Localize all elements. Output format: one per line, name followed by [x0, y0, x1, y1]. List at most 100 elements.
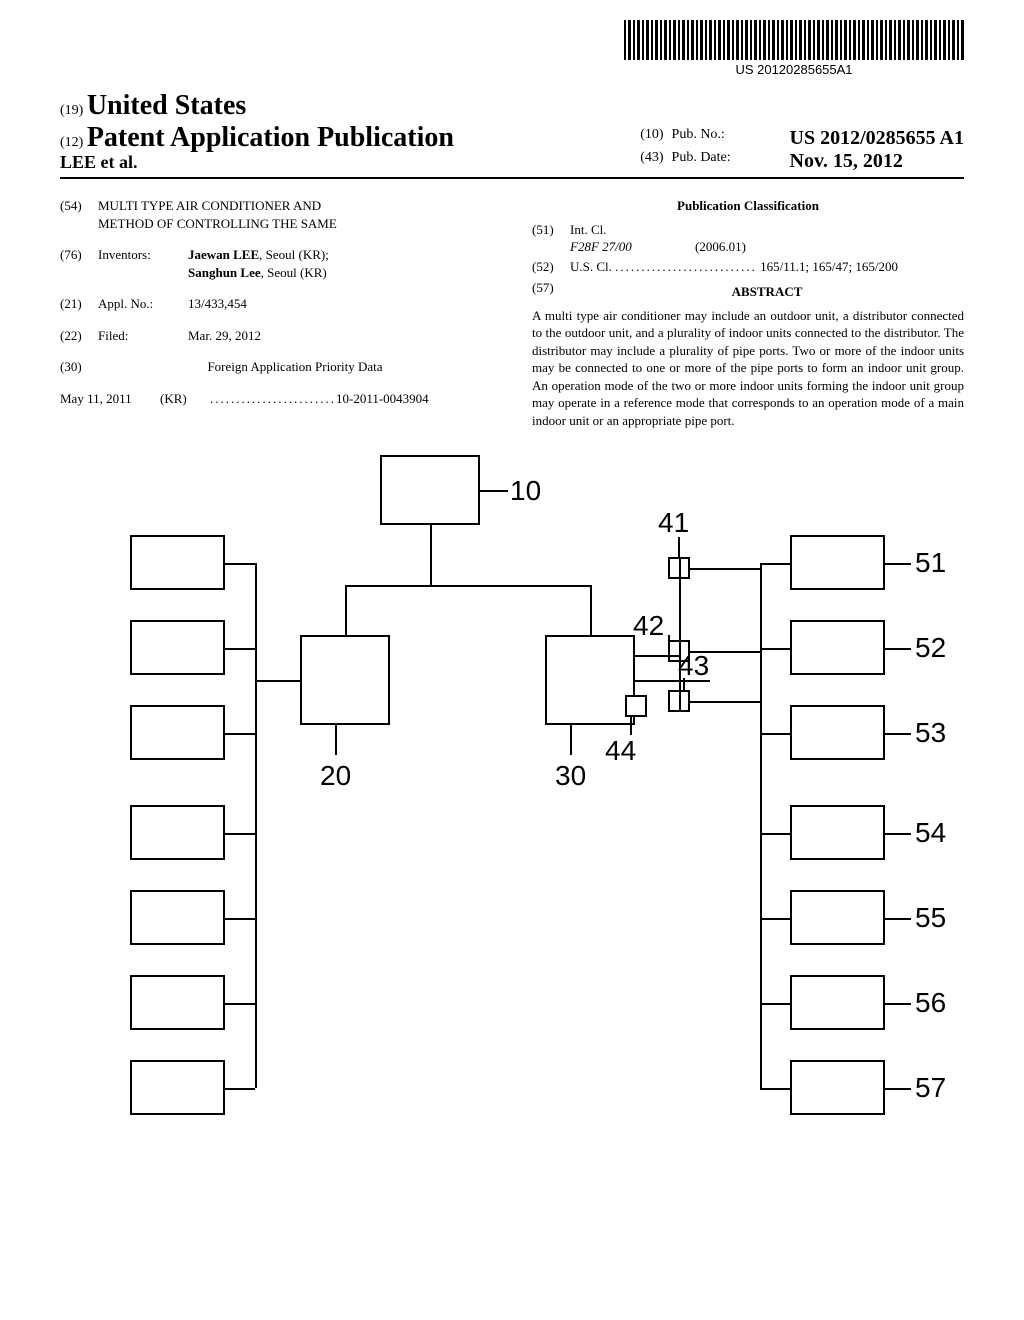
label-30: 30: [555, 760, 586, 792]
field-52: (52) U.S. Cl. ..........................…: [532, 258, 964, 276]
line-busR-v: [760, 563, 762, 1088]
filed-value: Mar. 29, 2012: [188, 327, 492, 345]
pubdate-label: Pub. Date:: [672, 150, 782, 173]
leader-10: [480, 490, 508, 492]
code-52: (52): [532, 258, 570, 276]
line-left-unit-4: [225, 918, 255, 920]
intcl-year: (2006.01): [695, 239, 746, 254]
right-unit-4: [790, 890, 885, 945]
pubdate: Nov. 15, 2012: [790, 150, 903, 173]
inventor-1: Jaewan LEE, Seoul (KR);: [188, 246, 492, 264]
label-20: 20: [320, 760, 351, 792]
code-54: (54): [60, 197, 98, 232]
code-51: (51): [532, 221, 570, 256]
code-19: (19): [60, 103, 83, 118]
right-unit-3: [790, 805, 885, 860]
line-right-unit-5: [760, 1003, 790, 1005]
left-unit-4: [130, 890, 225, 945]
title-line2: METHOD OF CONTROLLING THE SAME: [98, 215, 492, 233]
line-left-unit-2: [225, 733, 255, 735]
code-21: (21): [60, 295, 98, 313]
bibliographic-section: (54) MULTI TYPE AIR CONDITIONER AND METH…: [60, 197, 964, 430]
label-56: 56: [915, 987, 946, 1019]
line-30-port-top: [635, 655, 679, 657]
label-57: 57: [915, 1072, 946, 1104]
code-22: (22): [60, 327, 98, 345]
barcode-text: US 20120285655A1: [624, 62, 964, 77]
header-pub-line: (12) Patent Application Publication LEE …: [60, 122, 964, 179]
left-column: (54) MULTI TYPE AIR CONDITIONER AND METH…: [60, 197, 492, 430]
right-unit-6: [790, 1060, 885, 1115]
priority-appno: 10-2011-0043904: [336, 390, 429, 408]
label-10: 10: [510, 475, 541, 507]
label-52: 52: [915, 632, 946, 664]
header-right: (10) Pub. No.: US 2012/0285655 A1 (43) P…: [640, 127, 964, 173]
pub-type-line: (12) Patent Application Publication: [60, 122, 454, 154]
leader-41: [678, 537, 680, 557]
left-unit-1: [130, 620, 225, 675]
code-10: (10): [640, 127, 663, 150]
line-left-unit-6: [225, 1088, 255, 1090]
pubdate-row: (43) Pub. Date: Nov. 15, 2012: [640, 150, 964, 173]
line-20-down: [345, 585, 347, 635]
leader-56: [885, 1003, 911, 1005]
box-30: [545, 635, 635, 725]
diagram: 1020304142434451525354555657: [0, 435, 1024, 1305]
header-left: (12) Patent Application Publication LEE …: [60, 122, 454, 173]
inventor-2: Sanghun Lee, Seoul (KR): [188, 264, 492, 282]
field-76: (76) Inventors: Jaewan LEE, Seoul (KR); …: [60, 246, 492, 281]
line-right-unit-3: [760, 833, 790, 835]
leader-57: [885, 1088, 911, 1090]
label-51: 51: [915, 547, 946, 579]
priority-date: May 11, 2011: [60, 390, 160, 408]
pubno-row: (10) Pub. No.: US 2012/0285655 A1: [640, 127, 964, 150]
inventor-2-name: Sanghun Lee: [188, 265, 261, 280]
leader-51: [885, 563, 911, 565]
right-column: Publication Classification (51) Int. Cl.…: [532, 197, 964, 430]
label-41: 41: [658, 507, 689, 539]
label-55: 55: [915, 902, 946, 934]
priority-title: Foreign Application Priority Data: [98, 358, 492, 376]
uscl-dots: ...........................: [615, 259, 757, 274]
code-30: (30): [60, 358, 98, 376]
country: United States: [87, 90, 246, 121]
line-port-0-to-bus: [690, 568, 760, 570]
line-right-unit-0: [760, 563, 790, 565]
label-53: 53: [915, 717, 946, 749]
right-unit-2: [790, 705, 885, 760]
priority-country: (KR): [160, 390, 210, 408]
line-left-unit-1: [225, 648, 255, 650]
left-unit-0: [130, 535, 225, 590]
intcl-label: Int. Cl.: [570, 221, 964, 239]
code-76: (76): [60, 246, 98, 281]
left-unit-6: [130, 1060, 225, 1115]
line-busL-v: [255, 563, 257, 1088]
pubno-label: Pub. No.:: [672, 127, 782, 150]
box-20: [300, 635, 390, 725]
barcode: [624, 20, 964, 60]
leader-53: [885, 733, 911, 735]
pubno: US 2012/0285655 A1: [790, 127, 964, 150]
title-line1: MULTI TYPE AIR CONDITIONER AND: [98, 197, 492, 215]
pub-class-title: Publication Classification: [532, 197, 964, 215]
applno-label: Appl. No.:: [98, 295, 188, 313]
intcl-value: F28F 27/00 (2006.01): [570, 238, 964, 256]
inventors-value: Jaewan LEE, Seoul (KR); Sanghun Lee, Seo…: [188, 246, 492, 281]
field-22: (22) Filed: Mar. 29, 2012: [60, 327, 492, 345]
pub-type: Patent Application Publication: [87, 122, 454, 153]
label-42: 42: [633, 610, 664, 642]
leader-55: [885, 918, 911, 920]
uscl: U.S. Cl. ........................... 165…: [570, 258, 964, 276]
line-right-unit-2: [760, 733, 790, 735]
right-unit-5: [790, 975, 885, 1030]
priority-dots: ........................: [210, 390, 336, 408]
uscl-bold: 165/11.1: [760, 259, 805, 274]
leader-44: [630, 717, 632, 735]
field-21: (21) Appl. No.: 13/433,454: [60, 295, 492, 313]
leader-52: [885, 648, 911, 650]
line-10-down: [430, 525, 432, 585]
port-sub-3: [625, 695, 647, 717]
leader-54: [885, 833, 911, 835]
inventor-1-loc: , Seoul (KR);: [259, 247, 329, 262]
left-unit-5: [130, 975, 225, 1030]
